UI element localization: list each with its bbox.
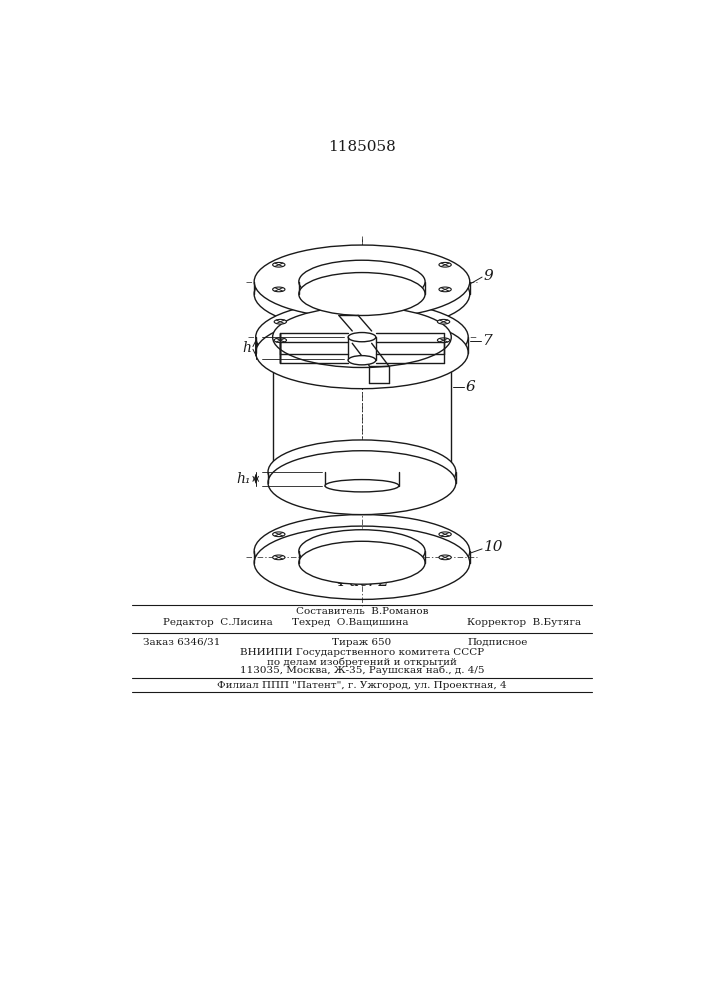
Text: 113035, Москва, Ж-35, Раушская наб., д. 4/5: 113035, Москва, Ж-35, Раушская наб., д. … bbox=[240, 666, 484, 675]
Ellipse shape bbox=[299, 260, 425, 303]
Text: Заказ 6346/31: Заказ 6346/31 bbox=[143, 638, 220, 647]
Ellipse shape bbox=[254, 515, 469, 588]
Ellipse shape bbox=[274, 338, 286, 343]
Text: по делам изобретений и открытий: по делам изобретений и открытий bbox=[267, 657, 457, 667]
Ellipse shape bbox=[274, 319, 286, 324]
Text: Составитель  В.Романов: Составитель В.Романов bbox=[296, 607, 428, 616]
Text: Техред  О.Ващишина: Техред О.Ващишина bbox=[292, 618, 409, 627]
Text: Фиг. 2: Фиг. 2 bbox=[335, 574, 389, 590]
Ellipse shape bbox=[254, 526, 469, 599]
Ellipse shape bbox=[438, 338, 450, 343]
Ellipse shape bbox=[348, 333, 376, 342]
Text: h: h bbox=[243, 341, 251, 355]
Ellipse shape bbox=[273, 287, 285, 292]
Ellipse shape bbox=[268, 451, 456, 515]
Ellipse shape bbox=[256, 301, 468, 373]
Ellipse shape bbox=[254, 245, 469, 318]
Ellipse shape bbox=[439, 532, 451, 537]
Ellipse shape bbox=[299, 530, 425, 573]
Text: h₁: h₁ bbox=[237, 472, 251, 486]
Ellipse shape bbox=[254, 257, 469, 331]
Text: 1185058: 1185058 bbox=[328, 140, 396, 154]
Text: Корректор  В.Бутяга: Корректор В.Бутяга bbox=[467, 618, 582, 627]
Ellipse shape bbox=[273, 555, 285, 560]
Ellipse shape bbox=[273, 307, 451, 368]
Ellipse shape bbox=[299, 273, 425, 315]
Ellipse shape bbox=[273, 262, 285, 267]
Ellipse shape bbox=[439, 262, 451, 267]
Ellipse shape bbox=[438, 319, 450, 324]
Text: 7: 7 bbox=[482, 334, 492, 348]
Text: Редактор  С.Лисина: Редактор С.Лисина bbox=[163, 618, 273, 627]
Ellipse shape bbox=[348, 356, 376, 365]
Text: ВНИИПИ Государственного комитета СССР: ВНИИПИ Государственного комитета СССР bbox=[240, 648, 484, 657]
Text: 8: 8 bbox=[409, 470, 419, 484]
Ellipse shape bbox=[273, 448, 451, 508]
Ellipse shape bbox=[325, 480, 399, 492]
Ellipse shape bbox=[439, 287, 451, 292]
Ellipse shape bbox=[268, 440, 456, 504]
Text: Тираж 650: Тираж 650 bbox=[332, 638, 392, 647]
Text: 6: 6 bbox=[465, 380, 475, 394]
Ellipse shape bbox=[273, 532, 285, 537]
Text: Подписное: Подписное bbox=[467, 638, 528, 647]
Ellipse shape bbox=[299, 541, 425, 584]
Text: 9: 9 bbox=[484, 269, 493, 283]
Ellipse shape bbox=[256, 316, 468, 389]
Text: 10: 10 bbox=[484, 540, 503, 554]
Text: Филиал ППП "Патент", г. Ужгород, ул. Проектная, 4: Филиал ППП "Патент", г. Ужгород, ул. Про… bbox=[217, 681, 507, 690]
Ellipse shape bbox=[439, 555, 451, 560]
